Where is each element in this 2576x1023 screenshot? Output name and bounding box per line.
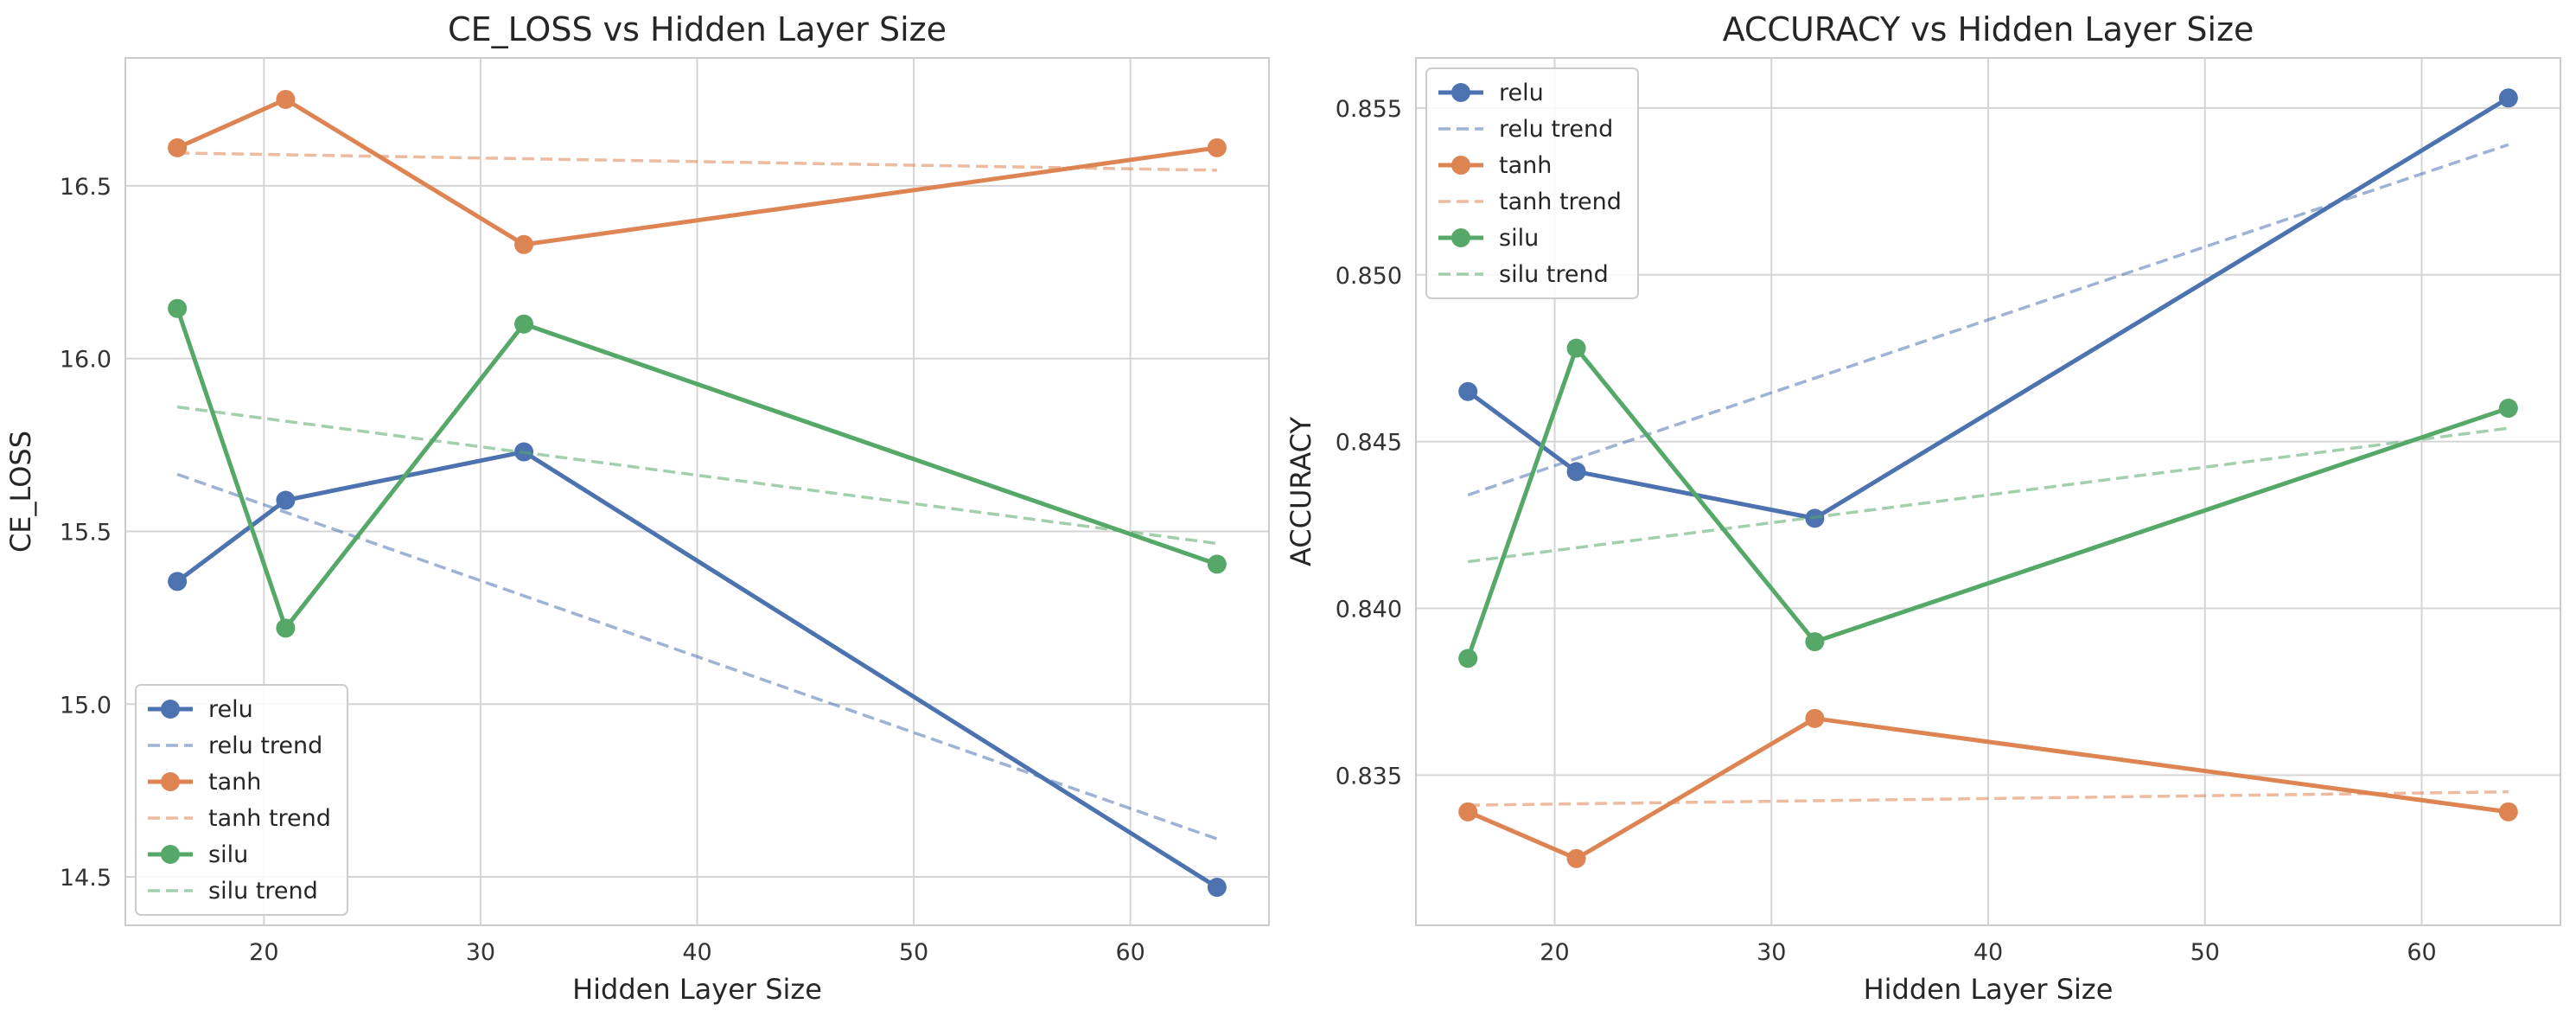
ce-loss-xtick-label: 60 [1115,939,1145,966]
accuracy-tanh-trend-line [1468,790,2509,807]
ce-loss-xtick-label: 30 [466,939,495,966]
accuracy-ytick-label: 0.840 [1336,597,1402,623]
accuracy-legend-marker-silu [1451,228,1470,247]
ce-loss-legend-marker-tanh [161,772,180,791]
ce-loss-tanh-point [514,234,534,254]
ce-loss-silu-trend-line [176,405,1218,546]
ce-loss-relu-point [1207,878,1227,898]
accuracy-silu-point [2498,399,2518,419]
ce-loss-ytick-label: 14.5 [60,865,112,892]
ce-loss-legend-box [135,684,348,916]
ce-loss-silu-point [276,618,296,638]
accuracy-silu-point [1805,632,1825,652]
accuracy-silu-point [1566,338,1586,358]
accuracy-legend-label: tanh trend [1499,189,1622,215]
ce-loss-ytick-label: 16.0 [60,347,112,374]
accuracy-legend-label: relu [1499,80,1544,106]
accuracy-tanh-point [2498,802,2518,822]
accuracy-silu-point [1458,649,1478,668]
accuracy-silu-line [1465,346,2509,660]
ce-loss-ytick-label: 15.5 [60,519,112,546]
accuracy-legend: relu relu trend tanh tanh trend silu silu tre… [1425,67,1639,299]
ce-loss-ytick-label: 15.0 [60,692,112,719]
ce-loss-plot-frame [124,57,1270,926]
ce-loss-relu-point [276,490,296,510]
ce-loss-silu-point [168,298,188,318]
ce-loss-legend-label: tanh [208,769,261,796]
accuracy-legend-box [1425,67,1639,299]
accuracy-xtick-label: 30 [1757,939,1786,966]
accuracy-tanh-point [1566,848,1586,868]
accuracy-xtick-label: 40 [1973,939,2003,966]
ce-loss-legend: relu relu trend tanh tanh trend silu silu tre… [135,684,348,916]
ce-loss-ytick-label: 16.5 [60,174,112,201]
accuracy-ytick-label: 0.835 [1336,763,1402,790]
accuracy-xtick-label: 20 [1540,939,1569,966]
accuracy-relu-trend-line [1467,143,2509,497]
accuracy-ytick-label: 0.845 [1336,430,1402,457]
ce-loss-tanh-trend-line [177,151,1217,172]
ce-loss-legend-label: relu trend [208,732,322,759]
ce-loss-relu-point [168,572,188,591]
accuracy-legend-label: silu trend [1499,261,1609,288]
accuracy-y-axis-label: ACCURACY [1285,417,1317,566]
accuracy-relu-point [1566,462,1586,482]
accuracy-xtick-label: 60 [2407,939,2436,966]
ce-loss-silu-line [175,307,1218,630]
ce-loss-y-axis-label: CE_LOSS [4,431,37,553]
ce-loss-silu-point [1207,554,1227,574]
accuracy-ytick-label: 0.855 [1336,96,1402,123]
accuracy-panel: 20 30 40 50 60 0.835 0.840 0.845 0.850 0.855 ACCUR… [1285,10,2561,1006]
ce-loss-legend-label: tanh trend [208,805,331,832]
accuracy-relu-point [1458,381,1478,401]
ce-loss-legend-label: silu trend [208,878,318,905]
accuracy-xtick-label: 50 [2190,939,2220,966]
ce-loss-tanh-point [276,89,296,109]
accuracy-legend-label: relu trend [1499,116,1613,143]
ce-loss-panel: 20 30 40 50 60 14.5 15.0 15.5 16.0 16.5 CE_LOSS vs… [4,10,1270,1006]
ce-loss-x-axis-label: Hidden Layer Size [572,973,822,1006]
ce-loss-xtick-label: 50 [899,939,928,966]
accuracy-silu-trend-line [1467,426,2509,564]
accuracy-chart-title: ACCURACY vs Hidden Layer Size [1723,10,2254,48]
accuracy-legend-label: tanh [1499,152,1552,179]
ce-loss-legend-label: silu [208,841,248,868]
ce-loss-legend-label: relu [208,696,253,723]
ce-loss-relu-trend-line [176,472,1218,841]
accuracy-tanh-line [1467,716,2509,861]
accuracy-legend-label: silu [1499,225,1539,252]
ce-loss-silu-point [514,314,534,334]
accuracy-tanh-point [1805,708,1825,728]
ce-loss-tanh-point [1207,137,1227,157]
ce-loss-legend-marker-relu [161,700,180,719]
accuracy-relu-point [2498,88,2518,108]
ce-loss-xtick-label: 40 [682,939,711,966]
accuracy-tanh-point [1458,802,1478,822]
accuracy-x-axis-label: Hidden Layer Size [1864,973,2114,1006]
accuracy-ytick-label: 0.850 [1336,263,1402,290]
ce-loss-legend-marker-silu [161,845,180,864]
accuracy-plot-frame [1415,57,2561,926]
accuracy-legend-marker-relu [1451,83,1470,102]
ce-loss-xtick-label: 20 [249,939,278,966]
ce-loss-tanh-line [176,97,1218,247]
ce-loss-chart-title: CE_LOSS vs Hidden Layer Size [448,10,947,48]
accuracy-legend-marker-tanh [1451,156,1470,175]
